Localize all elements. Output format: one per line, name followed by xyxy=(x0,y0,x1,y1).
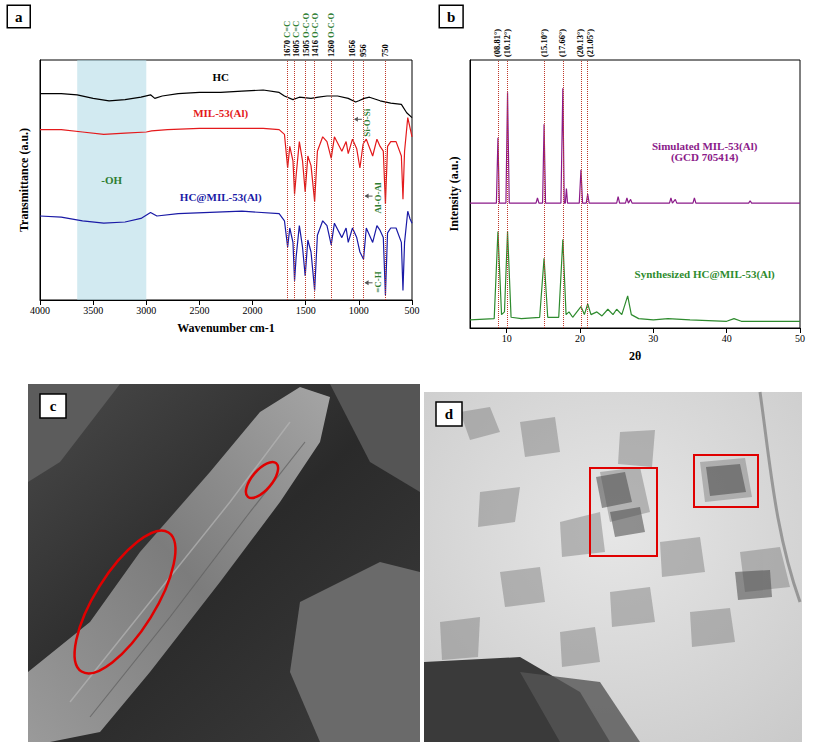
svg-text:1260: 1260 xyxy=(326,40,336,57)
svg-text:2θ: 2θ xyxy=(629,349,641,363)
svg-text:750: 750 xyxy=(380,44,390,57)
svg-text:=C-H: =C-H xyxy=(373,271,383,293)
svg-text:Simulated MIL-53(Al): Simulated MIL-53(Al) xyxy=(652,140,758,153)
svg-text:b: b xyxy=(447,9,455,25)
svg-text:HC: HC xyxy=(212,71,229,83)
svg-text:c: c xyxy=(50,398,57,414)
svg-text:1056: 1056 xyxy=(347,40,357,57)
svg-text:HC@MIL-53(Al): HC@MIL-53(Al) xyxy=(180,191,262,204)
svg-text:1605: 1605 xyxy=(291,40,301,57)
svg-text:(10.12°): (10.12°) xyxy=(502,29,512,57)
svg-text:3500: 3500 xyxy=(83,305,103,316)
svg-text:-OH: -OH xyxy=(101,174,122,186)
svg-text:4000: 4000 xyxy=(30,305,50,316)
svg-text:1500: 1500 xyxy=(296,305,316,316)
svg-text:Intensity (a.u.): Intensity (a.u.) xyxy=(447,156,461,231)
svg-text:MIL-53(Al): MIL-53(Al) xyxy=(193,107,248,120)
svg-text:956: 956 xyxy=(358,44,368,57)
svg-text:Wavenumber cm-1: Wavenumber cm-1 xyxy=(177,321,274,335)
svg-text:O-C-O: O-C-O xyxy=(310,12,320,37)
svg-text:50: 50 xyxy=(795,333,805,344)
svg-text:1670: 1670 xyxy=(282,40,292,57)
svg-text:O-C-O: O-C-O xyxy=(301,12,311,37)
svg-text:Synthesized HC@MIL-53(Al): Synthesized HC@MIL-53(Al) xyxy=(635,268,775,281)
svg-text:(GCD 705414): (GCD 705414) xyxy=(671,151,739,164)
svg-text:C=C: C=C xyxy=(291,21,301,38)
svg-text:O-C-O: O-C-O xyxy=(326,12,336,37)
svg-text:1416: 1416 xyxy=(310,40,320,57)
svg-text:Transmittance (a.u.): Transmittance (a.u.) xyxy=(17,128,31,232)
svg-text:500: 500 xyxy=(405,305,420,316)
svg-text:C=C: C=C xyxy=(282,21,292,38)
svg-text:(08.81°): (08.81°) xyxy=(492,29,502,57)
svg-text:10: 10 xyxy=(502,333,512,344)
svg-text:30: 30 xyxy=(648,333,658,344)
svg-text:40: 40 xyxy=(722,333,732,344)
svg-text:3000: 3000 xyxy=(136,305,156,316)
svg-text:(21.05°): (21.05°) xyxy=(585,29,595,57)
svg-text:2000: 2000 xyxy=(243,305,263,316)
svg-text:Si-O-Si: Si-O-Si xyxy=(362,108,372,137)
svg-text:(20.13°): (20.13°) xyxy=(575,29,585,57)
svg-text:Al-O-Al: Al-O-Al xyxy=(373,182,383,213)
svg-text:20: 20 xyxy=(575,333,585,344)
svg-text:1000: 1000 xyxy=(349,305,369,316)
svg-text:2500: 2500 xyxy=(189,305,209,316)
svg-text:d: d xyxy=(445,406,454,422)
svg-text:(17.66°): (17.66°) xyxy=(557,29,567,57)
svg-text:1505: 1505 xyxy=(301,40,311,57)
svg-text:(15.10°): (15.10°) xyxy=(539,29,549,57)
svg-text:a: a xyxy=(15,9,23,25)
